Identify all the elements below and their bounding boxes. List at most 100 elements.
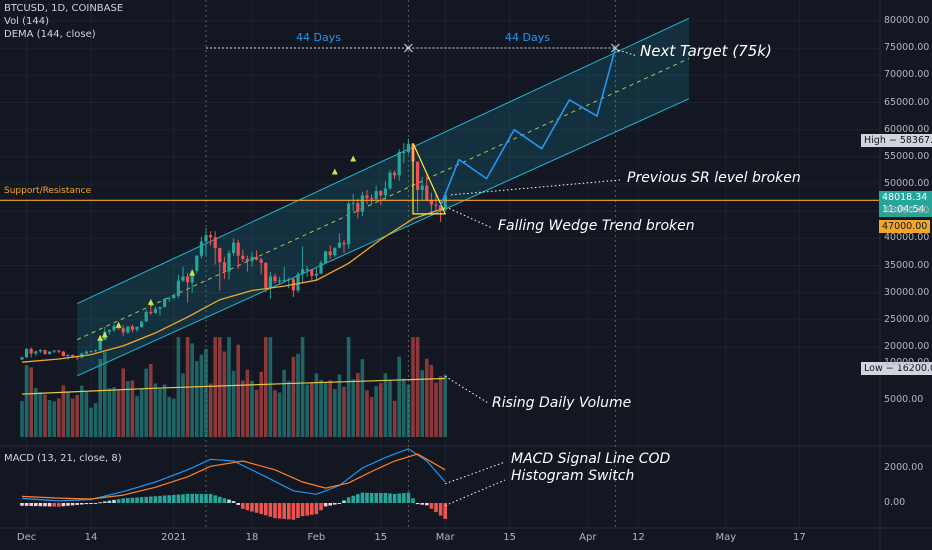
volume-bar	[333, 389, 337, 437]
histogram-bar	[20, 503, 24, 506]
candle-body	[236, 242, 240, 256]
histogram-bar	[185, 493, 190, 503]
candle-body	[195, 255, 199, 271]
channel-fill	[77, 18, 689, 376]
candle-body	[126, 326, 130, 333]
histogram-bar	[323, 503, 328, 507]
candle-body	[140, 321, 144, 327]
volume-bar	[158, 388, 162, 437]
candle-body	[181, 276, 185, 281]
dema-legend[interactable]: DEMA (144, close)	[4, 29, 96, 40]
volume-bar	[57, 398, 61, 437]
symbol-legend[interactable]: BTCUSD, 1D, COINBASE	[4, 3, 124, 14]
volume-bar	[291, 356, 296, 437]
volume-bar	[250, 380, 254, 437]
histogram-switch-callout: Histogram Switch	[511, 468, 635, 484]
candle-body	[333, 247, 337, 256]
macd-legend[interactable]: MACD (13, 21, close, 8)	[4, 453, 122, 464]
volume-bar	[167, 396, 171, 437]
time-tick-label: May	[715, 532, 737, 543]
volume-bar	[438, 376, 443, 437]
volume-bar	[429, 364, 434, 437]
candle-body	[393, 172, 397, 176]
days-range-cross	[611, 43, 620, 53]
volume-tick-label: 10000.00	[884, 357, 930, 368]
candle-body	[374, 191, 378, 200]
price-tick-label: 55000.00	[884, 150, 930, 162]
histogram-bar	[379, 492, 383, 503]
price-tick-label: 50000.00	[884, 178, 930, 189]
volume-bar	[287, 380, 291, 437]
sr-broken-callout: Previous SR level broken	[627, 170, 801, 186]
volume-bar	[66, 391, 70, 437]
candle-body	[416, 161, 420, 190]
dema-line	[21, 207, 446, 363]
time-tick-label: 15	[503, 532, 516, 543]
volume-bar	[70, 398, 75, 437]
histogram-bar	[47, 503, 52, 507]
candle-body	[420, 185, 424, 190]
candle-body	[94, 349, 98, 352]
volume-bar	[231, 370, 236, 437]
histogram-bar	[360, 492, 365, 503]
macd-pane	[20, 448, 447, 520]
histogram-bar	[259, 503, 263, 515]
volume-bar	[80, 385, 84, 437]
candle-body	[163, 298, 167, 308]
histogram-bar	[139, 497, 144, 503]
volume-legend[interactable]: Vol (144)	[4, 16, 50, 27]
candle-body	[259, 259, 263, 263]
volume-bar	[346, 337, 351, 437]
histogram-bar	[241, 503, 245, 509]
histogram-bar	[245, 503, 250, 511]
candle-body	[222, 262, 226, 272]
candle-body	[227, 253, 231, 272]
volume-bar	[374, 386, 378, 437]
volume-bar	[135, 396, 139, 437]
histogram-bar	[227, 499, 231, 503]
candle-body	[314, 273, 318, 276]
volume-bar	[268, 337, 273, 437]
volume-bar	[241, 380, 245, 437]
volume-bar	[300, 337, 305, 437]
volume-bar	[61, 385, 66, 437]
histogram-bar	[415, 503, 420, 505]
volume-bar	[434, 382, 438, 437]
histogram-bar	[434, 503, 438, 513]
histogram-bar	[383, 492, 388, 503]
histogram-bar	[351, 495, 355, 503]
volume-bar	[337, 374, 342, 437]
candle-body	[135, 326, 139, 330]
histogram-bar	[333, 503, 337, 505]
volume-bar	[103, 352, 107, 437]
histogram-bar	[75, 503, 79, 505]
histogram-bar	[29, 503, 33, 506]
candle-body	[301, 269, 305, 275]
histogram-bar	[98, 502, 102, 504]
volume-bar	[213, 337, 217, 437]
volume-bar	[162, 384, 167, 437]
candle-body	[29, 348, 33, 354]
histogram-bar	[103, 501, 107, 503]
histogram-bar	[346, 497, 351, 503]
price-tick-label: 70000.00	[884, 69, 930, 81]
volume-ma-line	[21, 377, 446, 395]
macd-tick-label: 2000.00	[884, 462, 924, 473]
volume-connector	[444, 375, 489, 404]
candle-body	[204, 235, 208, 242]
candle-body	[402, 151, 406, 153]
volume-bar	[323, 383, 328, 437]
candle-body	[360, 195, 364, 212]
macd-cod-callout: MACD Signal Line COD	[511, 451, 671, 467]
histogram-bar	[149, 496, 153, 503]
candle-body	[245, 258, 249, 262]
volume-bar	[47, 400, 52, 437]
histogram-bar	[273, 503, 277, 519]
candle-body	[98, 339, 102, 350]
histogram-bar	[153, 496, 158, 503]
price-tick-label: 25000.00	[884, 313, 930, 325]
volume-bar	[342, 386, 346, 437]
volume-bar	[204, 348, 208, 437]
volume-bar	[195, 361, 199, 437]
